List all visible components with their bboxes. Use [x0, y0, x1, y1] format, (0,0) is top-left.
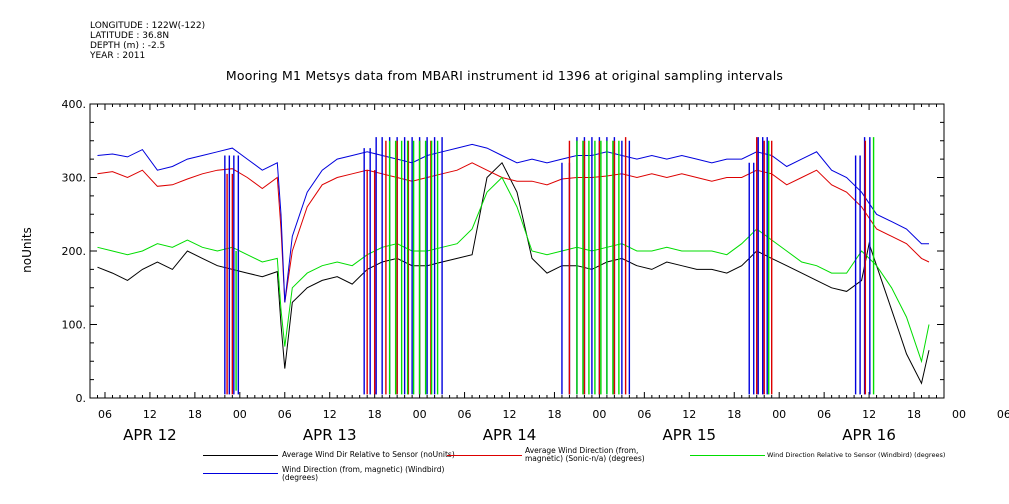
x-hour-tick-label: 06 — [817, 408, 831, 421]
x-hour-tick-label: 18 — [907, 408, 921, 421]
series-line-2 — [97, 162, 930, 303]
legend-label-black: Average Wind Dir Relative to Sensor (noU… — [282, 450, 455, 459]
x-hour-tick-label: 12 — [503, 408, 517, 421]
series-line-3 — [97, 176, 930, 364]
x-day-label: APR 16 — [842, 426, 896, 444]
series-line-4 — [97, 143, 929, 303]
x-day-label: APR 13 — [303, 426, 357, 444]
x-hour-tick-label: 06 — [98, 408, 112, 421]
x-hour-tick-label: 00 — [592, 408, 606, 421]
legend-swatch-black — [203, 455, 278, 456]
x-hour-tick-label: 00 — [233, 408, 247, 421]
x-hour-tick-label: 18 — [727, 408, 741, 421]
legend-swatch-green — [690, 455, 765, 456]
chart-title: Mooring M1 Metsys data from MBARI instru… — [225, 68, 784, 83]
x-hour-tick-label: 00 — [413, 408, 427, 421]
y-tick-label: 200. — [62, 245, 87, 258]
latitude-text: LATITUDE : 36.8N — [90, 31, 170, 41]
legend-swatch-blue — [203, 473, 278, 474]
x-day-label: APR 15 — [663, 426, 717, 444]
x-hour-tick-label: 06 — [637, 408, 651, 421]
year-text: YEAR : 2011 — [90, 51, 146, 61]
legend-swatch-red — [447, 455, 522, 456]
x-hour-tick-label: 12 — [143, 408, 157, 421]
legend-label-green: Wind Direction Relative to Sensor (Windb… — [767, 451, 946, 459]
x-hour-tick-label: 00 — [952, 408, 966, 421]
y-tick-label: 100. — [62, 319, 87, 332]
series-line-1 — [97, 161, 930, 385]
x-hour-tick-label: 12 — [323, 408, 337, 421]
x-hour-tick-label: 06 — [458, 408, 472, 421]
x-day-label: APR 14 — [483, 426, 537, 444]
y-tick-label: 0. — [76, 392, 87, 405]
metadata-block: LONGITUDE : 122W(-122) LATITUDE : 36.8N … — [90, 21, 205, 61]
x-hour-tick-label: 00 — [772, 408, 786, 421]
longitude-text: LONGITUDE : 122W(-122) — [90, 21, 206, 31]
legend-label-red: Average Wind Direction (from, magnetic) … — [525, 446, 645, 463]
depth-text: DEPTH (m) : -2.5 — [90, 41, 166, 51]
x-hour-tick-label: 12 — [862, 408, 876, 421]
x-hour-tick-label: 18 — [368, 408, 382, 421]
x-day-label: APR 12 — [123, 426, 177, 444]
legend-label-blue: Wind Direction (from, magnetic) (Windbir… — [282, 465, 445, 482]
x-hour-tick-label: 12 — [682, 408, 696, 421]
x-hour-tick-label: 18 — [547, 408, 561, 421]
x-hour-tick-label: 06 — [997, 408, 1009, 421]
y-tick-label: 300. — [62, 172, 87, 185]
x-hour-tick-label: 18 — [188, 408, 202, 421]
x-hour-tick-label: 06 — [278, 408, 292, 421]
y-tick-label: 400. — [62, 98, 87, 111]
